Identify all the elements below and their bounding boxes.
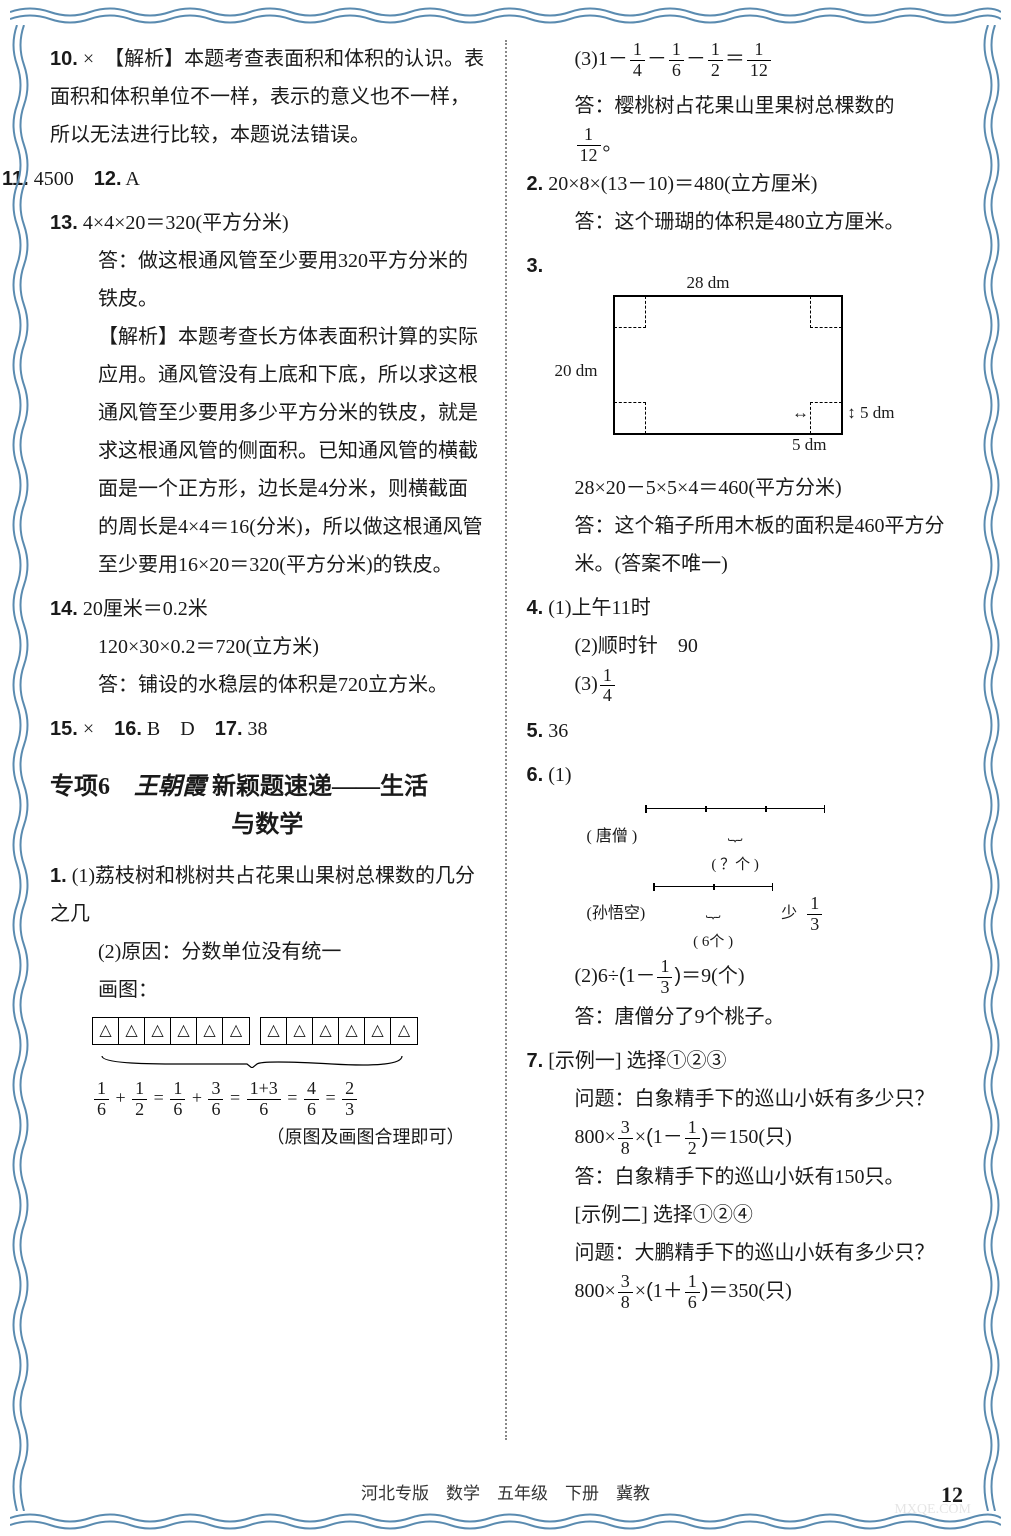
title-a: 专项6: [50, 774, 134, 800]
q2: 2. 20×8×(13－10)＝480(立方厘米) 答：这个珊瑚的体积是480立…: [527, 165, 962, 241]
item-14: 14. 20厘米＝0.2米 120×30×0.2＝720(立方米) 答：铺设的水…: [50, 590, 485, 704]
brand: 王朝霞: [134, 774, 206, 800]
top-border: [10, 5, 1001, 25]
answer: 答：这个箱子所用木板的面积是460平方分米。(答案不唯一): [527, 507, 962, 583]
ex1-q: 问题：白象精手下的巡山小妖有多少只？: [527, 1080, 962, 1118]
q4: 4. (1)上午11时 (2)顺时针 90 (3)14: [527, 589, 962, 706]
analysis-tag: 【解析】: [114, 48, 184, 70]
item-15-17: 15. × 16. B D 17. 38: [50, 710, 485, 748]
equation: 28×20－5×5×4＝460(平方分米): [527, 469, 962, 507]
title-c: 与数学: [50, 806, 485, 844]
val: 4500: [34, 168, 74, 190]
ex1-ans: 答：白象精手下的巡山小妖有150只。: [527, 1158, 962, 1196]
q5: 5. 36: [527, 712, 962, 750]
right-column: (3)1－14－16－12＝112 答：樱桃树占花果山里果树总棵数的112。 2…: [527, 40, 962, 1440]
ans-a: 答：樱桃树占花果山里果树总棵数的: [575, 95, 895, 117]
item-num: 6.: [527, 764, 544, 786]
line1: 20厘米＝0.2米: [83, 598, 208, 620]
val: B D: [147, 718, 195, 740]
item-13: 13. 4×4×20＝320(平方分米) 答：做这根通风管至少要用320平方分米…: [50, 204, 485, 584]
p2: (2)顺时针 90: [527, 627, 962, 665]
section-title: 专项6 王朝霞 新颖题速递——生活 与数学: [50, 768, 485, 845]
q6: 6. (1) ( 唐僧 ) ︸( ？个 ) (孙悟空) ︸( 6个 ) 少13: [527, 756, 962, 1035]
item-num: 7.: [527, 1050, 544, 1072]
tang-label: ( 唐僧 ): [587, 822, 638, 852]
analysis-tag: 【解析】: [98, 326, 178, 348]
answer: 答：铺设的水稳层的体积是720立方米。: [50, 666, 485, 704]
right-border: [981, 25, 1001, 1511]
mark: ×: [83, 48, 94, 70]
item-num: 3.: [527, 255, 544, 277]
ans-b: 。: [603, 133, 623, 155]
p2a: (2)原因：分数单位没有统一: [50, 933, 485, 971]
ex1: [示例一] 选择①②③: [548, 1050, 726, 1072]
dim-bottom: ↔5 dm: [792, 397, 826, 462]
item-11-12: 11. 4500 12. A: [50, 160, 485, 198]
watermark: MXQE.COM: [894, 1502, 971, 1518]
answer: 答：做这根通风管至少要用320平方分米的铁皮。: [50, 242, 485, 318]
answer: 答：这个珊瑚的体积是480立方厘米。: [527, 203, 962, 241]
line-diagram: ( 唐僧 ) ︸( ？个 ) (孙悟空) ︸( 6个 ) 少13: [587, 800, 962, 951]
item-num: 2.: [527, 173, 544, 195]
label: (3): [575, 48, 598, 70]
item-num: 17.: [215, 718, 243, 740]
left-column: 10. × 【解析】本题考查表面积和体积的认识。表面积和体积单位不一样，表示的意…: [50, 40, 485, 1440]
item-10: 10. × 【解析】本题考查表面积和体积的认识。表面积和体积单位不一样，表示的意…: [50, 40, 485, 154]
val: 36: [548, 720, 568, 742]
left-border: [10, 25, 30, 1511]
equation: 4×4×20＝320(平方分米): [83, 212, 289, 234]
item-num: 16.: [114, 718, 142, 740]
sun-label: (孙悟空): [587, 899, 646, 929]
item-num: 14.: [50, 598, 78, 620]
analysis: 【解析】本题考查长方体表面积计算的实际应用。通风管没有上底和下底，所以求这根通风…: [50, 318, 485, 584]
equation: 20×8×(13－10)＝480(立方厘米): [548, 173, 817, 195]
dim-left: 20 dm: [555, 355, 598, 387]
p1: (1)荔枝树和桃树共占花果山果树总棵数的几分之几: [50, 865, 475, 925]
q1: 1. (1)荔枝树和桃树共占花果山果树总棵数的几分之几 (2)原因：分数单位没有…: [50, 857, 485, 1154]
q1-p3: (3)1－14－16－12＝112: [527, 40, 962, 81]
content-columns: 10. × 【解析】本题考查表面积和体积的认识。表面积和体积单位不一样，表示的意…: [50, 40, 961, 1440]
p2b: 画图：: [50, 971, 485, 1009]
val: A: [125, 168, 139, 190]
fraction-equation: 16 + 12 = 16 + 36 = 1+36 = 46 = 23: [92, 1079, 485, 1120]
p1: (1): [548, 764, 571, 786]
analysis-text: 本题考查长方体表面积计算的实际应用。通风管没有上底和下底，所以求这根通风管至少要…: [98, 326, 483, 576]
triangle-diagram: [92, 1017, 485, 1045]
line2: 120×30×0.2＝720(立方米): [50, 628, 485, 666]
item-num: 13.: [50, 212, 78, 234]
q1-ans: 答：樱桃树占花果山里果树总棵数的112。: [527, 87, 962, 166]
title-b: 新颖题速递——生活: [206, 774, 428, 800]
item-num: 1.: [50, 865, 67, 887]
p1: (1)上午11时: [548, 597, 651, 619]
ex2-q: 问题：大鹏精手下的巡山小妖有多少只？: [527, 1234, 962, 1272]
q7: 7. [示例一] 选择①②③ 问题：白象精手下的巡山小妖有多少只？ 800×38…: [527, 1042, 962, 1313]
ex2-eq: 800×38×(1＋16)＝350(只): [527, 1272, 962, 1313]
item-num: 4.: [527, 597, 544, 619]
footer: 河北专版 数学 五年级 下册 冀教: [0, 1479, 1011, 1504]
item-num: 12.: [94, 168, 122, 190]
p3: (3)14: [527, 665, 962, 706]
p2: (2)6÷(1－13)＝9(个): [527, 957, 962, 998]
brace: [92, 1049, 412, 1079]
column-divider: [505, 40, 507, 1440]
val: ×: [83, 718, 94, 740]
note: （原图及画图合理即可）: [50, 1120, 485, 1154]
ex2: [示例二] 选择①②④: [527, 1196, 962, 1234]
dim-right: ↕ 5 dm: [847, 397, 894, 429]
item-num: 5.: [527, 720, 544, 742]
bottom-border: [10, 1511, 1001, 1531]
item-num: 15.: [50, 718, 78, 740]
box-diagram: 28 dm 20 dm ↕ 5 dm ↔5 dm: [557, 295, 962, 435]
less: 少: [781, 899, 797, 929]
answer: 答：唐僧分了9个桃子。: [527, 998, 962, 1036]
item-num: 10.: [50, 48, 78, 70]
q3: 3. 28 dm 20 dm ↕ 5 dm ↔5 dm 28×20－5×5×4＝…: [527, 247, 962, 583]
ex1-eq: 800×38×(1－12)＝150(只): [527, 1118, 962, 1159]
val: 38: [248, 718, 268, 740]
